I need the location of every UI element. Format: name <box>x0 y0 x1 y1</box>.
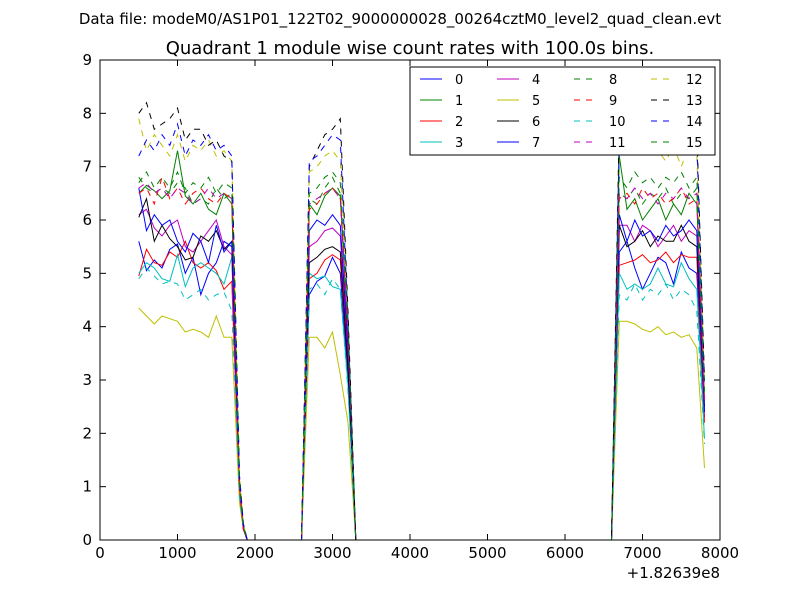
legend-label-10: 10 <box>609 115 626 130</box>
x-tick-label: 2000 <box>236 544 274 562</box>
legend-label-11: 11 <box>609 136 626 151</box>
series-line-7 <box>138 187 705 540</box>
series-line-15 <box>138 170 705 540</box>
legend-label-12: 12 <box>686 73 703 88</box>
legend-label-5: 5 <box>532 94 540 109</box>
series-line-1 <box>138 150 705 540</box>
y-tick-label: 2 <box>82 424 92 442</box>
legend-label-6: 6 <box>532 115 540 130</box>
series-line-11 <box>138 182 705 540</box>
series-line-4 <box>138 208 705 540</box>
x-tick-label: 3000 <box>313 544 351 562</box>
x-tick-label: 5000 <box>468 544 506 562</box>
x-tick-label: 0 <box>95 544 105 562</box>
series-line-9 <box>138 175 705 540</box>
legend-label-9: 9 <box>609 94 617 109</box>
chart-title: Quadrant 1 module wise count rates with … <box>166 38 655 59</box>
plot-area: 0 1000 2000 3000 4000 5000 6000 7000 80000123456… <box>82 51 739 562</box>
legend-label-14: 14 <box>686 115 703 130</box>
y-tick-label: 7 <box>82 158 92 176</box>
y-tick-label: 5 <box>82 264 92 282</box>
legend-label-2: 2 <box>455 115 463 130</box>
legend-label-13: 13 <box>686 94 703 109</box>
legend-label-7: 7 <box>532 136 540 151</box>
figure-suptitle: Data file: modeM0/AS1P01_122T02_90000000… <box>79 10 721 29</box>
legend-label-1: 1 <box>455 94 463 109</box>
y-tick-label: 9 <box>82 51 92 69</box>
x-axis-offset-label: +1.82639e8 <box>627 564 720 582</box>
y-tick-label: 8 <box>82 104 92 122</box>
series-line-6 <box>138 196 705 540</box>
y-tick-label: 3 <box>82 371 92 389</box>
legend-label-8: 8 <box>609 73 617 88</box>
series-line-10 <box>138 267 705 540</box>
legend-label-4: 4 <box>532 73 540 88</box>
series-line-5 <box>138 307 705 540</box>
y-tick-label: 1 <box>82 478 92 496</box>
x-tick-label: 6000 <box>546 544 584 562</box>
x-tick-label: 4000 <box>391 544 429 562</box>
series-group <box>138 101 705 540</box>
y-tick-label: 0 <box>82 531 92 549</box>
series-line-3 <box>138 252 705 540</box>
legend-box <box>409 66 716 156</box>
y-tick-label: 4 <box>82 318 92 336</box>
series-line-0 <box>138 240 705 540</box>
legend-label-0: 0 <box>455 73 463 88</box>
x-tick-label: 8000 <box>701 544 739 562</box>
legend-label-15: 15 <box>686 136 703 151</box>
x-tick-label: 7000 <box>623 544 661 562</box>
legend-label-3: 3 <box>455 136 463 151</box>
x-tick-label: 1000 <box>158 544 196 562</box>
y-tick-label: 6 <box>82 211 92 229</box>
